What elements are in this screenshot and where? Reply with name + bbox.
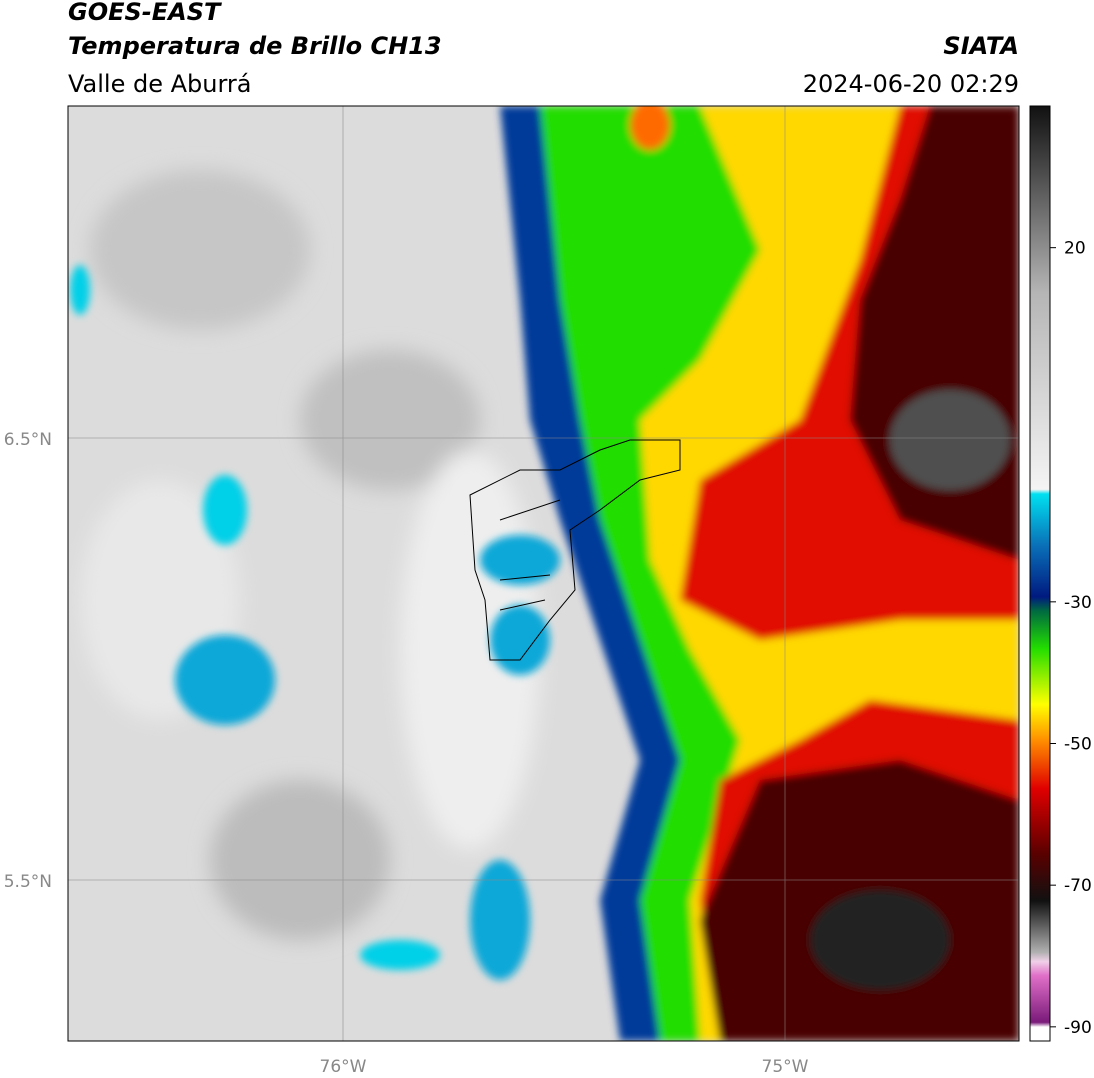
region: Valle de Aburrá bbox=[68, 70, 252, 98]
satellite-image bbox=[68, 106, 1019, 1041]
colorbar-tick-label: -30 bbox=[1064, 593, 1092, 613]
lon-label: 76°W bbox=[320, 1057, 367, 1077]
colorbar-tick-label: -50 bbox=[1064, 735, 1092, 755]
colorbar-tick-label: 20 bbox=[1064, 239, 1086, 259]
colorbar bbox=[1029, 105, 1051, 1042]
lon-label: 75°W bbox=[762, 1057, 809, 1077]
subtitle: Temperatura de Brillo CH13 bbox=[68, 32, 442, 60]
lat-label: 5.5°N bbox=[4, 872, 52, 892]
title: GOES-EAST bbox=[68, 0, 222, 26]
colorbar-tick-label: -90 bbox=[1064, 1018, 1092, 1038]
agency: SIATA bbox=[943, 32, 1019, 60]
graticule bbox=[68, 106, 1019, 1041]
timestamp: 2024-06-20 02:29 bbox=[803, 70, 1019, 98]
map-frame bbox=[67, 105, 1020, 1042]
colorbar-ticks: 20 -30 -50 -70 -90 bbox=[1050, 239, 1092, 1038]
lat-label: 6.5°N bbox=[4, 430, 52, 450]
aburra-boundary bbox=[469, 439, 681, 661]
colorbar-tick-label: -70 bbox=[1064, 876, 1092, 896]
